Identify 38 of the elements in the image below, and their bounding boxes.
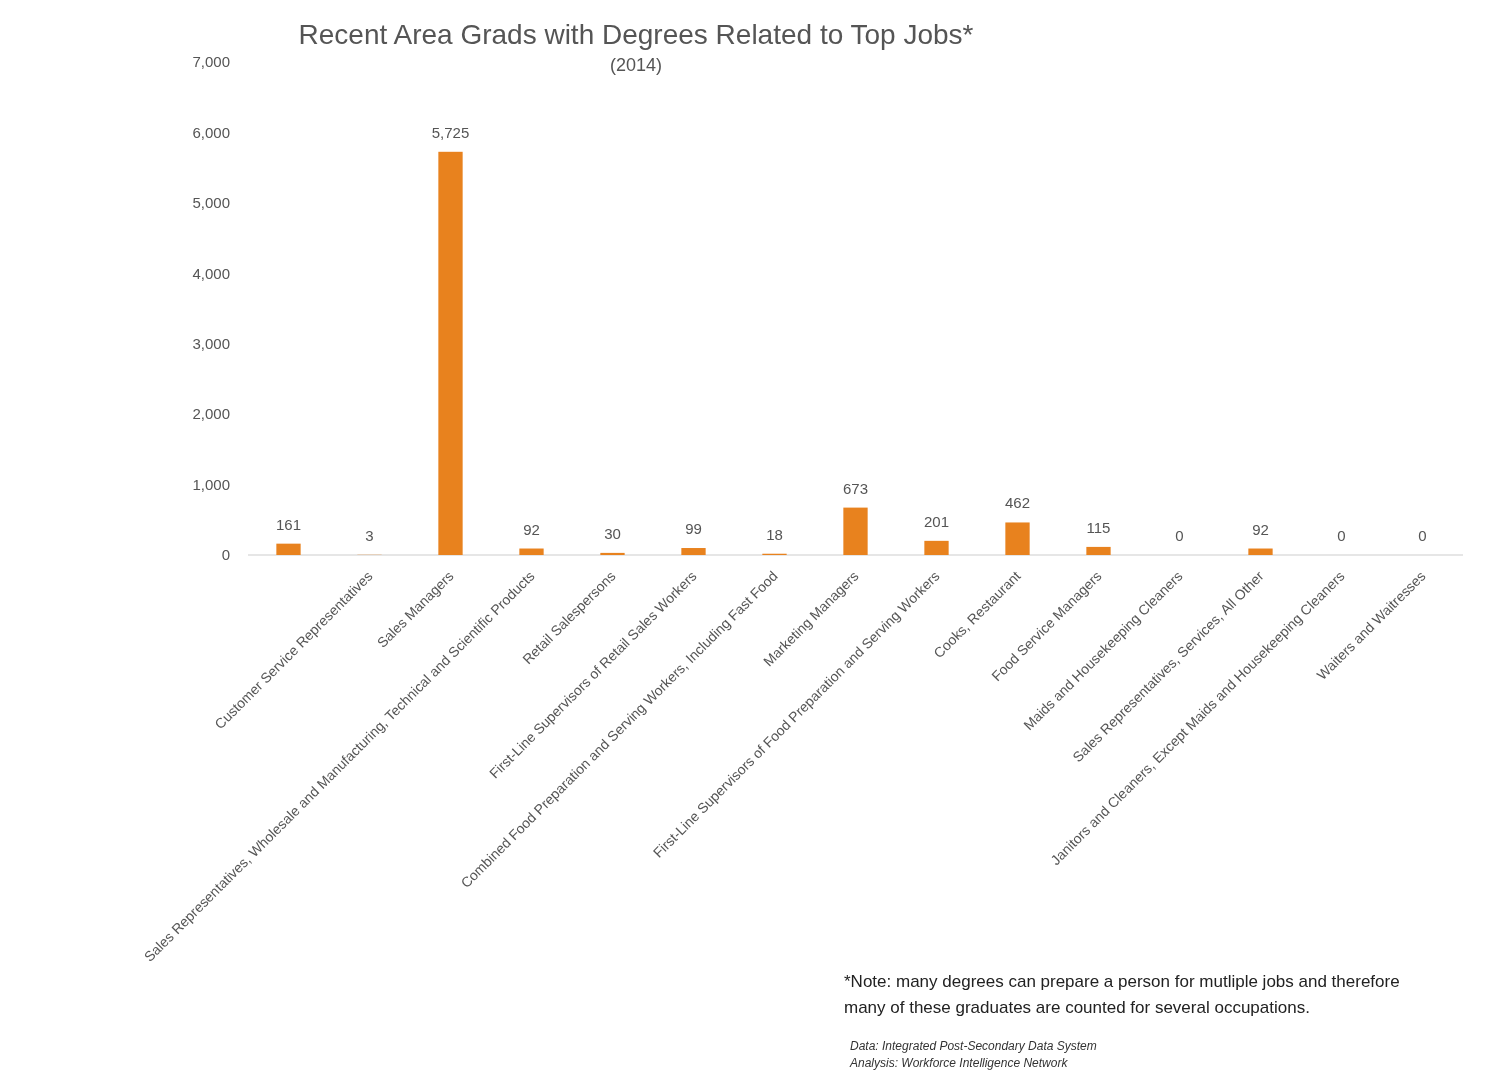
data-label: 92 <box>523 520 540 538</box>
data-label: 99 <box>685 520 702 538</box>
data-label: 0 <box>1175 527 1184 544</box>
data-label: 0 <box>1418 527 1427 544</box>
bar <box>1086 546 1111 555</box>
text: Data: Integrated Post-Secondary Data System <box>850 1039 1097 1053</box>
data-label: 0 <box>1337 527 1346 544</box>
bar <box>519 548 544 555</box>
y-tick-label: 3,000 <box>192 334 230 352</box>
bar <box>438 151 463 555</box>
chart-title: Recent Area Grads with Degrees Related to Top Jobs* <box>298 19 974 50</box>
data-label: 92 <box>1252 520 1269 538</box>
bar <box>1005 522 1030 555</box>
data-label: 30 <box>604 524 621 542</box>
data-label: 115 <box>1086 518 1111 536</box>
bar <box>843 507 868 555</box>
y-tick-label: 1,000 <box>192 475 230 493</box>
bar <box>276 543 301 555</box>
y-tick-label: 6,000 <box>192 123 230 141</box>
bar <box>924 540 949 555</box>
data-label: 673 <box>842 479 869 497</box>
text: *Note: many degrees can prepare a person for mutliple jobs and therefore many of these graduates are counted for several occupations. <box>844 972 1400 1017</box>
bar <box>1248 548 1273 555</box>
data-label: 18 <box>766 525 783 543</box>
data-label: 3 <box>365 526 374 544</box>
data-label: 201 <box>923 512 950 530</box>
y-tick-label: 4,000 <box>192 264 230 282</box>
data-label: 161 <box>275 515 302 533</box>
y-tick-label: 2,000 <box>192 405 230 423</box>
data-label: 5,725 <box>431 123 470 141</box>
y-tick-label: 7,000 <box>192 53 230 71</box>
data-label: 462 <box>1004 494 1031 512</box>
y-tick-label: 5,000 <box>192 194 230 212</box>
y-tick-label: 0 <box>221 546 230 564</box>
chart-subtitle: (2014) <box>609 55 663 75</box>
bar <box>681 548 706 555</box>
bar <box>600 552 625 555</box>
text: Analysis: Workforce Intelligence Network <box>849 1056 1069 1070</box>
